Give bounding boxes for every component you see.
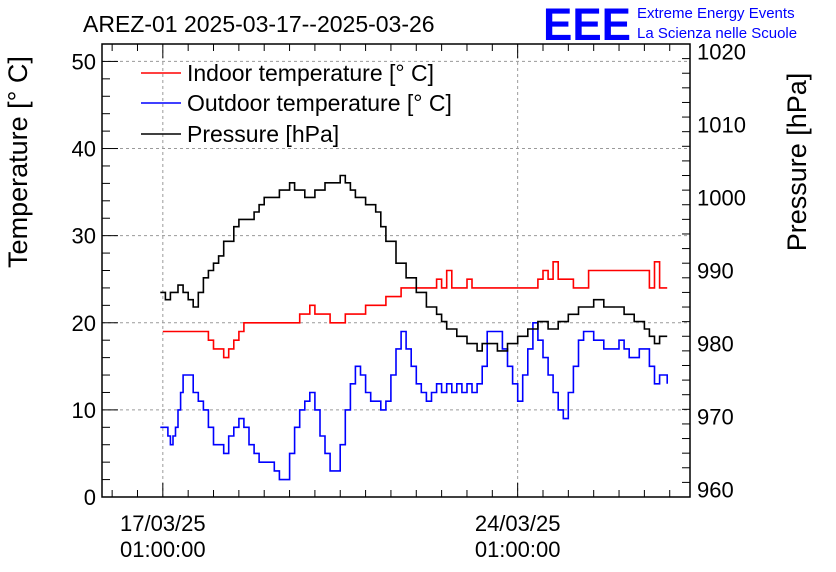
y2-tick-label-970: 970 [697,405,734,430]
eee-logo-mark: EEE [543,0,631,50]
y-tick-label-40: 40 [72,137,96,162]
chart-title: AREZ-01 2025-03-17--2025-03-26 [83,11,435,37]
y-axis-label: Temperature [° C] [3,56,33,268]
legend-label-pressure: Pressure [hPa] [187,121,339,147]
x-tick-label-time-0: 01:00:00 [120,537,206,562]
grid [102,44,690,497]
y2-tick-label-1010: 1010 [697,112,746,137]
logo-line-1: Extreme Energy Events [637,5,795,22]
legend-label-outdoor: Outdoor temperature [° C] [187,90,452,116]
series-line-pressure [160,174,668,352]
series-line-indoor [162,261,668,359]
y2-tick-label-960: 960 [697,478,734,503]
axes: 0102030405096097098099010001010102017/03… [72,39,746,562]
y-tick-label-30: 30 [72,224,96,249]
y2-axis-label: Pressure [hPa] [782,73,812,252]
y2-tick-label-1020: 1020 [697,39,746,64]
series-line-outdoor [160,322,668,481]
x-tick-label-time-1: 01:00:00 [475,537,561,562]
y-tick-label-20: 20 [72,311,96,336]
y2-tick-label-1000: 1000 [697,185,746,210]
x-tick-label-date-1: 24/03/25 [475,511,561,536]
y2-tick-label-980: 980 [697,332,734,357]
legend: Indoor temperature [° C] Outdoor tempera… [141,60,452,147]
series-lines [160,174,668,481]
legend-label-indoor: Indoor temperature [° C] [187,60,434,86]
y-tick-label-10: 10 [72,398,96,423]
eee-logo: EEE Extreme Energy Events La Scienza nel… [543,0,797,50]
y-tick-label-50: 50 [72,49,96,74]
x-tick-label-date-0: 17/03/25 [120,511,206,536]
logo-line-2: La Scienza nelle Scuole [637,25,797,42]
y-tick-label-0: 0 [84,485,96,510]
y2-tick-label-990: 990 [697,259,734,284]
